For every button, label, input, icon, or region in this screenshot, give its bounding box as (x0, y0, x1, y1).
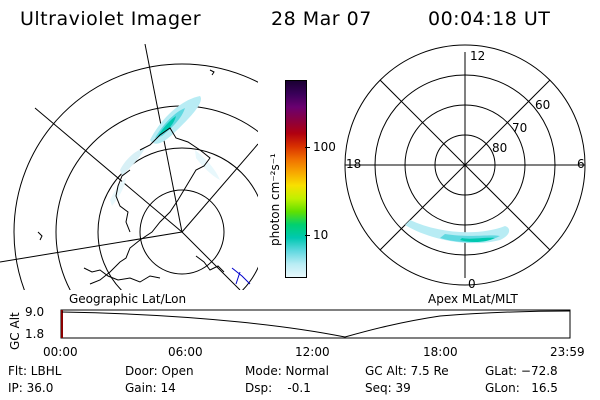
right-panel-caption: Apex MLat/MLT (428, 292, 518, 306)
mlat-label-60: 60 (535, 98, 550, 112)
geographic-map (0, 44, 258, 290)
mlt-label-right: 6 (577, 157, 585, 171)
timeline-xtick: 18:00 (423, 345, 458, 359)
altitude-timeline (60, 309, 571, 339)
magnetic-polar-plot: 12 18 6 0 80 70 60 (344, 44, 586, 290)
status-ip: IP: 36.0 (8, 381, 54, 395)
colorbar (285, 80, 307, 278)
coastline (89, 127, 211, 285)
meridian-line (181, 231, 241, 290)
colorbar-label-10: 10 (313, 228, 329, 242)
status-glon: GLon: 16.5 (485, 381, 558, 395)
meridian-line (0, 231, 183, 263)
mlat-label-70: 70 (512, 121, 527, 135)
coastline (83, 267, 161, 283)
mlt-label-bottom: 0 (468, 277, 476, 290)
status-door: Door: Open (125, 364, 194, 378)
lat-circle (13, 63, 258, 290)
altitude-curve (61, 310, 571, 338)
left-panel-caption: Geographic Lat/Lon (69, 292, 187, 306)
timeline-xtick: 23:59 (550, 345, 585, 359)
timeline-ytick-bottom: 1.8 (25, 327, 45, 341)
time-label: 00:04:18 UT (428, 8, 551, 30)
status-glat: GLat: −72.8 (485, 364, 558, 378)
lat-circle (97, 147, 258, 290)
mlt-label-left: 18 (346, 157, 361, 171)
instrument-title: Ultraviolet Imager (20, 8, 202, 30)
coastline (231, 267, 251, 285)
timeline-ytick-top: 9.0 (25, 305, 45, 319)
mlat-label-80: 80 (492, 141, 507, 155)
timeline-xtick: 06:00 (168, 345, 203, 359)
timeline-xtick: 00:00 (43, 345, 78, 359)
aurora-oval (405, 220, 510, 244)
aurora-emission (110, 96, 220, 206)
status-dsp: Dsp: -0.1 (245, 381, 311, 395)
colorbar-tick-10 (305, 235, 310, 236)
coastline (115, 169, 131, 233)
timeline-xtick: 12:00 (295, 345, 330, 359)
coastline (195, 255, 225, 273)
colorbar-tick-100 (305, 147, 310, 148)
lat-circle (139, 189, 225, 275)
colorbar-unit-label: photon cm⁻²s⁻¹ (268, 153, 282, 246)
timeline-axis-label: GC Alt (8, 312, 22, 350)
status-filter: Flt: LBHL (8, 364, 62, 378)
date-label: 28 Mar 07 (271, 8, 372, 30)
coastline (37, 231, 43, 241)
meridian-line (34, 107, 183, 233)
coastline (209, 69, 215, 76)
coastline (235, 271, 241, 285)
colorbar-label-100: 100 (313, 140, 336, 154)
mlt-label-top: 12 (470, 49, 485, 63)
status-gain: Gain: 14 (125, 381, 176, 395)
status-seq: Seq: 39 (365, 381, 411, 395)
status-gc-alt: GC Alt: 7.5 Re (365, 364, 449, 378)
meridian-line (181, 143, 258, 233)
status-mode: Mode: Normal (245, 364, 329, 378)
